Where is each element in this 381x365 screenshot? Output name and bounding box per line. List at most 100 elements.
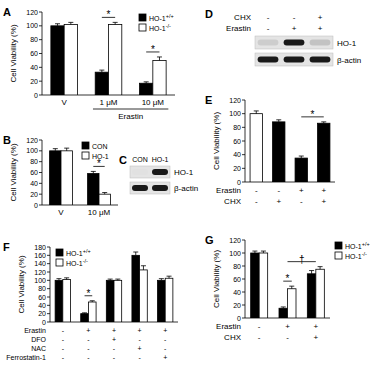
error-bar	[113, 22, 118, 24]
condition-sign: -	[164, 336, 167, 343]
panel-letter: F	[3, 241, 10, 253]
y-tick	[242, 266, 245, 267]
condition-sign: +	[299, 186, 304, 195]
bar	[153, 60, 166, 95]
condition-sign: +	[321, 197, 326, 206]
plot-area	[55, 252, 173, 322]
panel-letter: D	[205, 8, 213, 20]
plot-area	[251, 251, 325, 318]
blot-strip	[130, 166, 170, 178]
y-tick-label: 80	[233, 263, 241, 270]
bar	[61, 151, 72, 205]
panel-letter: G	[205, 234, 214, 246]
bar	[318, 123, 330, 182]
condition-sign: +	[138, 345, 142, 352]
band	[152, 169, 168, 175]
y-tick	[39, 53, 42, 54]
error-bar	[90, 301, 95, 302]
y-tick	[242, 305, 245, 306]
condition-sign: -	[87, 345, 90, 352]
legend-swatch	[335, 252, 342, 259]
error-bar	[64, 278, 69, 280]
y-tick-label: 120	[229, 97, 241, 104]
condition-sign: -	[258, 333, 261, 342]
y-tick	[242, 141, 245, 142]
x-tick-label: V	[58, 208, 64, 217]
bar	[106, 280, 114, 322]
annotation: *	[286, 273, 290, 284]
y-tick-label: 80	[30, 158, 38, 165]
x-tick-label: 10 μM	[88, 208, 111, 217]
band-label: HO-1	[337, 39, 357, 48]
y-tick-label: 100	[26, 22, 38, 29]
error-bar	[56, 279, 61, 281]
y-axis	[245, 100, 246, 182]
y-tick	[47, 322, 50, 323]
condition-sign: -	[267, 13, 270, 22]
bar	[114, 280, 122, 322]
y-tick-label: 0	[237, 315, 241, 322]
bar	[288, 289, 297, 318]
bar	[273, 122, 285, 182]
blot-strip	[255, 53, 333, 66]
error-bar	[115, 279, 120, 280]
bar	[64, 24, 77, 95]
panel-letter: A	[3, 6, 11, 18]
y-tick	[39, 150, 42, 151]
y-tick	[242, 253, 245, 254]
y-tick	[47, 247, 50, 248]
condition-sign: -	[62, 327, 65, 334]
group-label: Erastin	[118, 112, 143, 121]
y-tick	[242, 292, 245, 293]
error-bar	[108, 279, 113, 280]
error-bar	[99, 70, 104, 72]
y-tick	[39, 39, 42, 40]
bar	[50, 151, 61, 205]
band-label: HO-1	[174, 168, 194, 177]
bar	[81, 314, 89, 322]
bar	[307, 274, 316, 318]
error-bar	[144, 82, 149, 83]
y-tick-label: 0	[34, 92, 38, 99]
error-bar	[53, 149, 58, 151]
band-label: β-actin	[174, 184, 198, 193]
annotation: *	[311, 109, 315, 120]
legend-swatch	[335, 242, 342, 249]
plot-area	[50, 148, 111, 205]
bar	[88, 302, 96, 322]
condition-label: Erastin	[216, 186, 241, 195]
y-tick-label: 0	[237, 179, 241, 186]
y-tick-label: 100	[26, 147, 38, 154]
legend-label: HO-1+/+	[66, 248, 91, 257]
condition-sign: -	[138, 354, 141, 361]
y-tick-label: 60	[38, 294, 46, 301]
bar	[95, 72, 108, 95]
condition-label: DFO	[31, 336, 46, 343]
condition-sign: +	[321, 186, 326, 195]
plot-area	[250, 111, 330, 182]
condition-sign: +	[313, 333, 318, 342]
annotation: *	[86, 288, 90, 299]
legend: HO-1+/+HO-1-/-	[139, 13, 174, 32]
panel: Cell Viability (%)020406080100120V1 μM10…	[9, 9, 175, 122]
bar	[63, 280, 71, 323]
y-tick	[242, 168, 245, 169]
error-bar	[157, 57, 162, 60]
y-tick-label: 100	[229, 250, 241, 257]
y-axis	[245, 240, 246, 318]
y-tick-label: 120	[229, 237, 241, 244]
y-tick-label: 60	[30, 50, 38, 57]
axis-title: Cell Viability (%)	[9, 24, 18, 82]
bar	[132, 255, 140, 322]
y-tick-label: 20	[30, 78, 38, 85]
y-tick-label: 60	[233, 138, 241, 145]
condition-sign: -	[87, 336, 90, 343]
y-tick	[47, 288, 50, 289]
error-bar	[289, 286, 294, 289]
y-tick-label: 160	[34, 252, 46, 259]
error-bar	[252, 251, 257, 253]
panel-letter: C	[119, 154, 127, 166]
y-tick-label: 80	[30, 36, 38, 43]
legend-label: HO-1+/+	[149, 13, 174, 22]
annotation: †	[299, 254, 305, 265]
